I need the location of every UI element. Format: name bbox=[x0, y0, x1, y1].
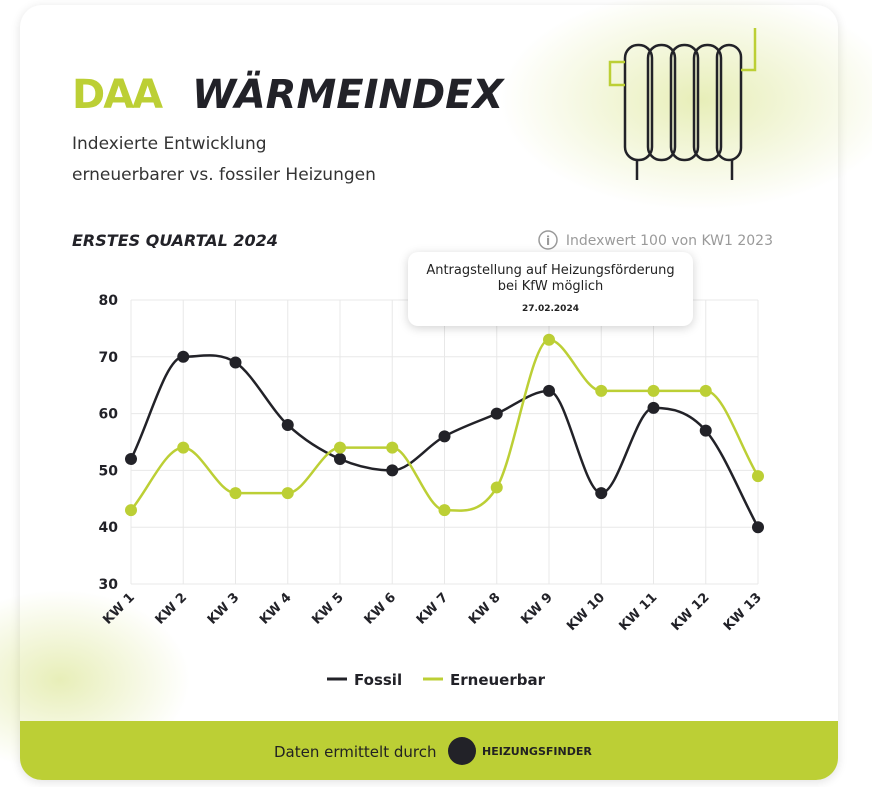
point bbox=[177, 350, 190, 363]
x-tick-label: KW 9 bbox=[518, 590, 555, 627]
point bbox=[281, 418, 294, 431]
point bbox=[699, 384, 712, 397]
y-tick-label: 70 bbox=[99, 350, 119, 366]
point bbox=[647, 401, 660, 414]
annotation: Antragstellung auf Heizungsförderung bei… bbox=[408, 252, 693, 326]
x-tick-label: KW 13 bbox=[721, 590, 765, 634]
annotation-text: Antragstellung auf Heizungsförderung bei… bbox=[426, 263, 675, 294]
point bbox=[543, 333, 555, 346]
chart-title: ERSTES QUARTAL 2024 bbox=[72, 231, 278, 250]
annotation-date: 27.02.2024 bbox=[522, 304, 579, 314]
point bbox=[438, 430, 451, 443]
subtitle: erneuerbarer vs. fossiler Heizungen bbox=[72, 165, 376, 185]
logo: DAA bbox=[72, 72, 163, 118]
point bbox=[699, 424, 712, 437]
y-tick-label: 50 bbox=[99, 463, 119, 479]
info-icon bbox=[538, 230, 558, 250]
info-icon: i bbox=[546, 234, 550, 248]
footer: Daten ermittelt durch HEIZUNGSFINDER bbox=[20, 721, 838, 780]
point bbox=[438, 504, 451, 517]
brand-icon bbox=[448, 737, 476, 765]
x-tick-label: KW 3 bbox=[205, 590, 242, 627]
point bbox=[490, 407, 503, 420]
point bbox=[229, 356, 242, 369]
title: WÄRMEINDEX bbox=[192, 70, 505, 118]
y-tick-label: 40 bbox=[99, 520, 119, 536]
point bbox=[386, 464, 399, 477]
radiator-pipe bbox=[608, 60, 625, 87]
footer-brand: HEIZUNGSFINDER bbox=[482, 745, 592, 758]
point bbox=[334, 441, 346, 454]
point bbox=[125, 504, 137, 517]
y-tick-label: 30 bbox=[99, 577, 119, 593]
point bbox=[386, 441, 399, 454]
x-tick-label: KW 10 bbox=[564, 590, 608, 634]
legend-label: Fossil bbox=[354, 671, 402, 689]
x-tick-label: KW 8 bbox=[466, 590, 503, 627]
footer-text: Daten ermittelt durch bbox=[274, 743, 437, 761]
x-tick-label: KW 2 bbox=[153, 590, 190, 627]
x-tick-label: KW 7 bbox=[414, 590, 451, 627]
point bbox=[595, 487, 608, 500]
point bbox=[177, 441, 190, 454]
point bbox=[229, 487, 242, 500]
x-tick-label: KW 12 bbox=[669, 590, 713, 634]
x-tick-label: KW 5 bbox=[309, 590, 346, 627]
point bbox=[543, 384, 555, 397]
point bbox=[125, 453, 137, 466]
legend-label: Erneuerbar bbox=[450, 671, 546, 689]
point bbox=[334, 453, 346, 466]
point bbox=[752, 521, 764, 534]
decoration bbox=[500, 0, 872, 210]
point bbox=[595, 384, 608, 397]
x-tick-label: KW 11 bbox=[616, 590, 660, 634]
subtitle: Indexierte Entwicklung bbox=[72, 134, 267, 154]
note: Indexwert 100 von KW1 2023 bbox=[566, 233, 773, 249]
x-tick-label: KW 6 bbox=[362, 590, 399, 627]
y-tick-label: 80 bbox=[99, 293, 119, 309]
radiator-icon bbox=[623, 43, 743, 180]
x-tick-label: KW 4 bbox=[257, 590, 294, 627]
point bbox=[281, 487, 294, 500]
point bbox=[752, 470, 764, 483]
y-tick-label: 60 bbox=[99, 407, 119, 423]
radiator-pipe bbox=[741, 28, 757, 72]
point bbox=[490, 481, 503, 494]
point bbox=[647, 384, 660, 397]
